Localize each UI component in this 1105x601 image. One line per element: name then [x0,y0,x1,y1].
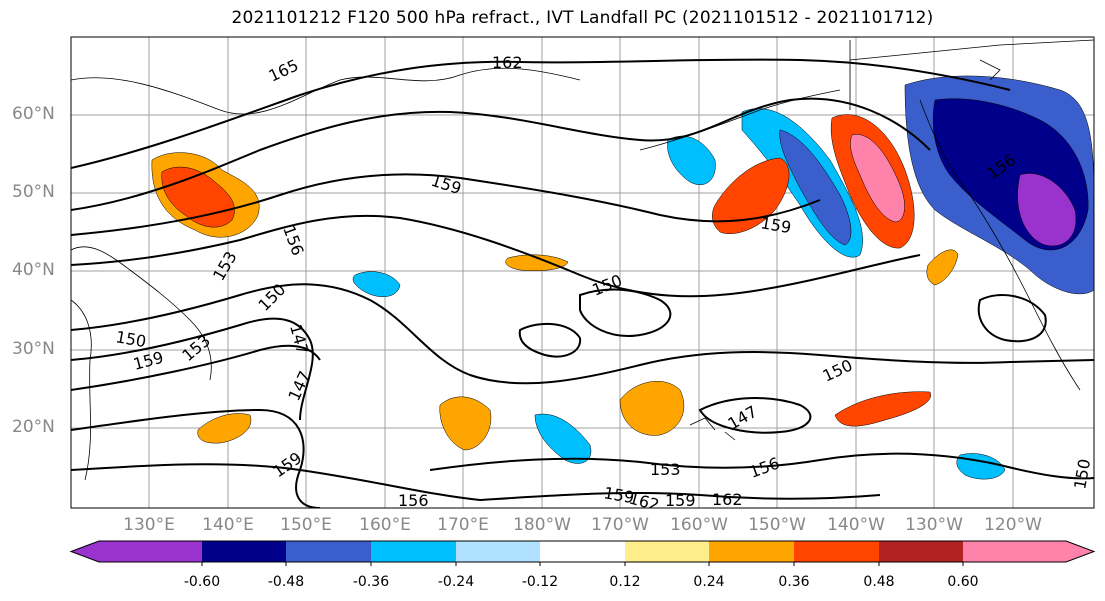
lat-label: 30°N [12,339,55,359]
colorbar-tick-label: 0.36 [778,574,810,590]
colorbar-segment [794,541,879,562]
colorbar-segment [99,541,202,562]
colorbar-extend-min [71,541,99,562]
shade-pos-coast-extreme [850,134,905,223]
lon-label: 160°E [359,515,411,535]
contour-label: 153 [650,460,681,479]
colorbar-segment [456,541,540,562]
colorbar-segment [625,541,709,562]
contour-label: 162 [627,489,661,515]
shade-neg-pnw-purple [1017,173,1077,247]
colorbar-segment [286,541,371,562]
lon-label: 170°E [437,515,489,535]
lon-label: 150°W [748,515,806,535]
lon-label: 130°E [123,515,175,535]
contour-label: 150 [1070,457,1094,490]
shade-pos-subtrop-d [197,413,252,444]
refractivity-contours [71,58,1094,508]
colorbar-segment [540,541,625,562]
shade-neg-bering [667,135,716,185]
shade-pos-subtrop-b [834,391,932,427]
map-title: 2021101212 F120 500 hPa refract., IVT La… [231,8,934,28]
shade-neg-west [534,413,592,464]
shade-pos-subtrop-a [619,381,685,436]
lon-label: 160°W [670,515,728,535]
lat-label: 40°N [12,260,55,280]
shade-neg-midlat [352,271,401,297]
colorbar-segment [371,541,456,562]
lon-label: 140°W [827,515,885,535]
colorbar-tick-label: -0.60 [183,574,221,590]
colorbar-segment [202,541,286,562]
colorbar-tick-label: -0.24 [437,574,475,590]
lon-label: 140°E [202,515,254,535]
coastlines [71,39,1094,481]
contour-label: 162 [712,490,743,509]
colorbar-tick-label: 0.24 [693,574,725,590]
colorbar-tick-label: 0.48 [863,574,895,590]
shade-pos-subtrop-c [439,396,492,451]
colorbar-tick-label: -0.48 [267,574,305,590]
lon-label: 120°W [984,515,1042,535]
shade-pos-small [926,249,959,286]
colorbar-outline [69,540,1096,563]
lat-label: 50°N [12,182,55,202]
contour-label-group: 165 162 159 159 156 153 150 150 150 147 … [114,53,1094,515]
contour-label: 162 [492,53,523,72]
lon-label: 150°E [280,515,332,535]
contour-label: 159 [665,491,696,510]
map-frame [70,36,1095,509]
lon-label: 170°W [591,515,649,535]
colorbar-segment [709,541,794,562]
colorbar-tick-label: 0.60 [947,574,979,590]
colorbar-tick-label: -0.36 [352,574,390,590]
colorbar-tick-label: 0.12 [609,574,641,590]
lat-label: 60°N [12,104,55,124]
contour-label: 156 [398,491,429,510]
lat-label: 20°N [12,417,55,437]
colorbar-segment [879,541,963,562]
shade-neg-gulf-core [779,129,852,246]
colorbar-tick-label: -0.12 [521,574,559,590]
lon-label: 180°W [513,515,571,535]
lon-label: 130°W [905,515,963,535]
shade-pos-midlat [505,254,569,271]
colorbar-segment [963,541,1066,562]
colorbar-extend-max [1066,541,1094,562]
